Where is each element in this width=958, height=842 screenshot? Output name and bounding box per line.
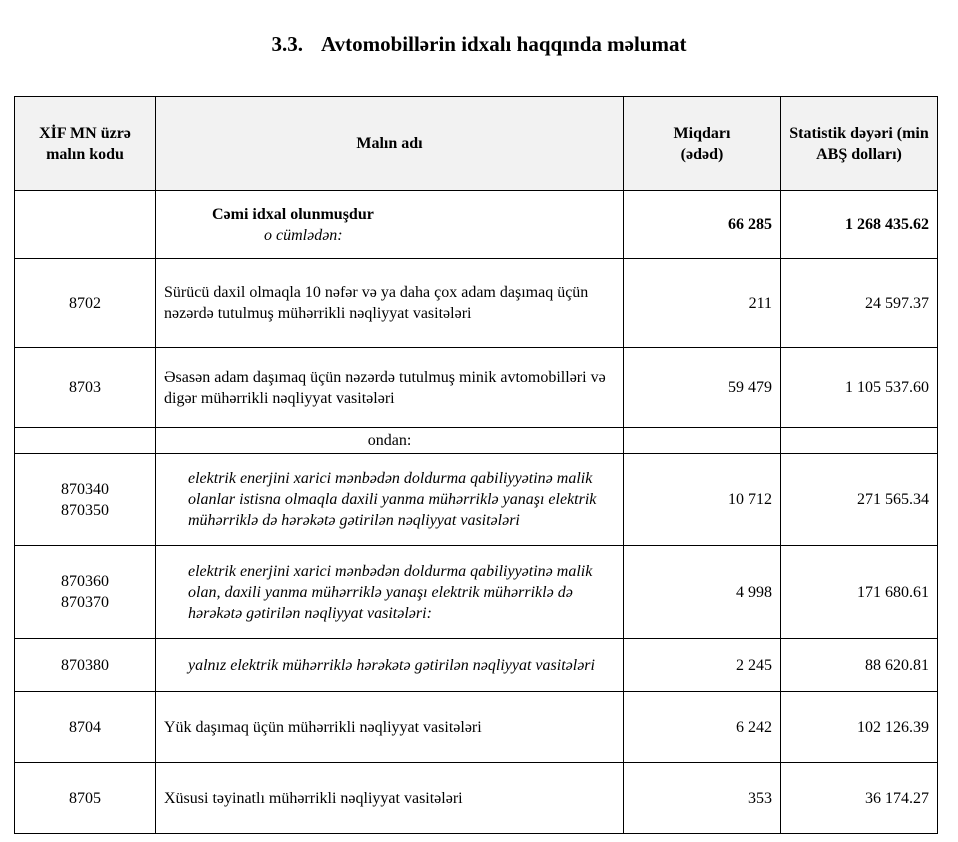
product-name: Yük daşımaq üçün mühərrikli nəqliyyat va… (155, 691, 624, 763)
table-row: 8703 Əsasən adam daşımaq üçün nəzərdə tut… (14, 347, 938, 428)
code-cell: 870360 870370 (14, 545, 156, 639)
code-cell: 870380 (14, 638, 156, 692)
statistical-value: 171 680.61 (780, 545, 938, 639)
header-quantity: Miqdarı (ədəd) (623, 96, 781, 191)
quantity: 6 242 (623, 691, 781, 763)
hs-code: 870350 (61, 501, 109, 519)
quantity: 10 712 (623, 453, 781, 546)
code-cell: 8703 (14, 347, 156, 428)
imports-table: XİF MN üzrə malın kodu Malın adı Miqdarı… (14, 96, 938, 834)
statistical-value: 36 174.27 (780, 762, 938, 834)
empty-cell (623, 427, 781, 454)
table-row: 8702 Sürücü daxil olmaqla 10 nəfər və ya … (14, 258, 938, 348)
header-code: XİF MN üzrə malın kodu (14, 96, 156, 191)
empty-cell (780, 427, 938, 454)
hs-code: 870360 (61, 573, 109, 590)
total-quantity: 66 285 (623, 190, 781, 259)
statistical-value: 271 565.34 (780, 453, 938, 546)
quantity: 353 (623, 762, 781, 834)
table-row: 870380 yalnız elektrik mühərriklə hərəkət… (14, 638, 938, 692)
total-value: 1 268 435.62 (780, 190, 938, 259)
quantity: 59 479 (623, 347, 781, 428)
empty-cell (14, 427, 156, 454)
hs-code: 8704 (69, 718, 101, 736)
header-name: Malın adı (155, 96, 624, 191)
hs-code: 8705 (69, 789, 101, 807)
ondan-row: ondan: (14, 427, 938, 454)
hs-code: 870340 (61, 480, 109, 498)
quantity: 4 998 (623, 545, 781, 639)
statistical-value: 1 105 537.60 (780, 347, 938, 428)
product-name: yalnız elektrik mühərriklə hərəkətə gəti… (155, 638, 624, 692)
header-value: Statistik dəyəri (min ABŞ dolları) (780, 96, 938, 191)
code-cell: 8705 (14, 762, 156, 834)
code-cell: 8704 (14, 691, 156, 763)
total-label: Cəmi idxal olunmuşdur (212, 205, 374, 223)
product-name: Əsasən adam daşımaq üçün nəzərdə tutulmu… (155, 347, 624, 428)
hs-code: 870370 (61, 594, 109, 611)
product-name: Xüsusi təyinatlı mühərrikli nəqliyyat va… (155, 762, 624, 834)
table-row: 8705 Xüsusi təyinatlı mühərrikli nəqliyya… (14, 762, 938, 834)
statistical-value: 88 620.81 (780, 638, 938, 692)
table-row: 8704 Yük daşımaq üçün mühərrikli nəqliyya… (14, 691, 938, 763)
code-cell: 870340 870350 (14, 453, 156, 546)
header-row: XİF MN üzrə malın kodu Malın adı Miqdarı… (14, 96, 938, 191)
product-name: Sürücü daxil olmaqla 10 nəfər və ya daha… (155, 258, 624, 348)
code-cell: 8702 (14, 258, 156, 348)
table-row: 870340 870350 elektrik enerjini xarici mən… (14, 453, 938, 546)
total-label-cell: Cəmi idxal olunmuşdur o cümlədən: (155, 190, 624, 259)
total-row: Cəmi idxal olunmuşdur o cümlədən: 66 285… (14, 190, 938, 259)
statistical-value: 102 126.39 (780, 691, 938, 763)
total-sublabel: o cümlədən: (264, 226, 343, 244)
ondan-label: ondan: (155, 427, 624, 454)
section-number: 3.3. (271, 32, 304, 56)
quantity: 2 245 (623, 638, 781, 692)
table-row: 870360 870370 elektrik enerjini xarici mən… (14, 545, 938, 639)
title-text: Avtomobillərin idxalı haqqında məlumat (321, 32, 687, 56)
quantity: 211 (623, 258, 781, 348)
hs-code: 870380 (61, 656, 109, 674)
hs-code: 8702 (69, 294, 101, 312)
statistical-value: 24 597.37 (780, 258, 938, 348)
page-title: 3.3. Avtomobillərin idxalı haqqında məlum… (0, 32, 958, 57)
product-name: elektrik enerjini xarici mənbədən doldur… (155, 453, 624, 546)
hs-code: 8703 (69, 379, 101, 396)
product-name: elektrik enerjini xarici mənbədən doldur… (155, 545, 624, 639)
total-code (14, 190, 156, 259)
